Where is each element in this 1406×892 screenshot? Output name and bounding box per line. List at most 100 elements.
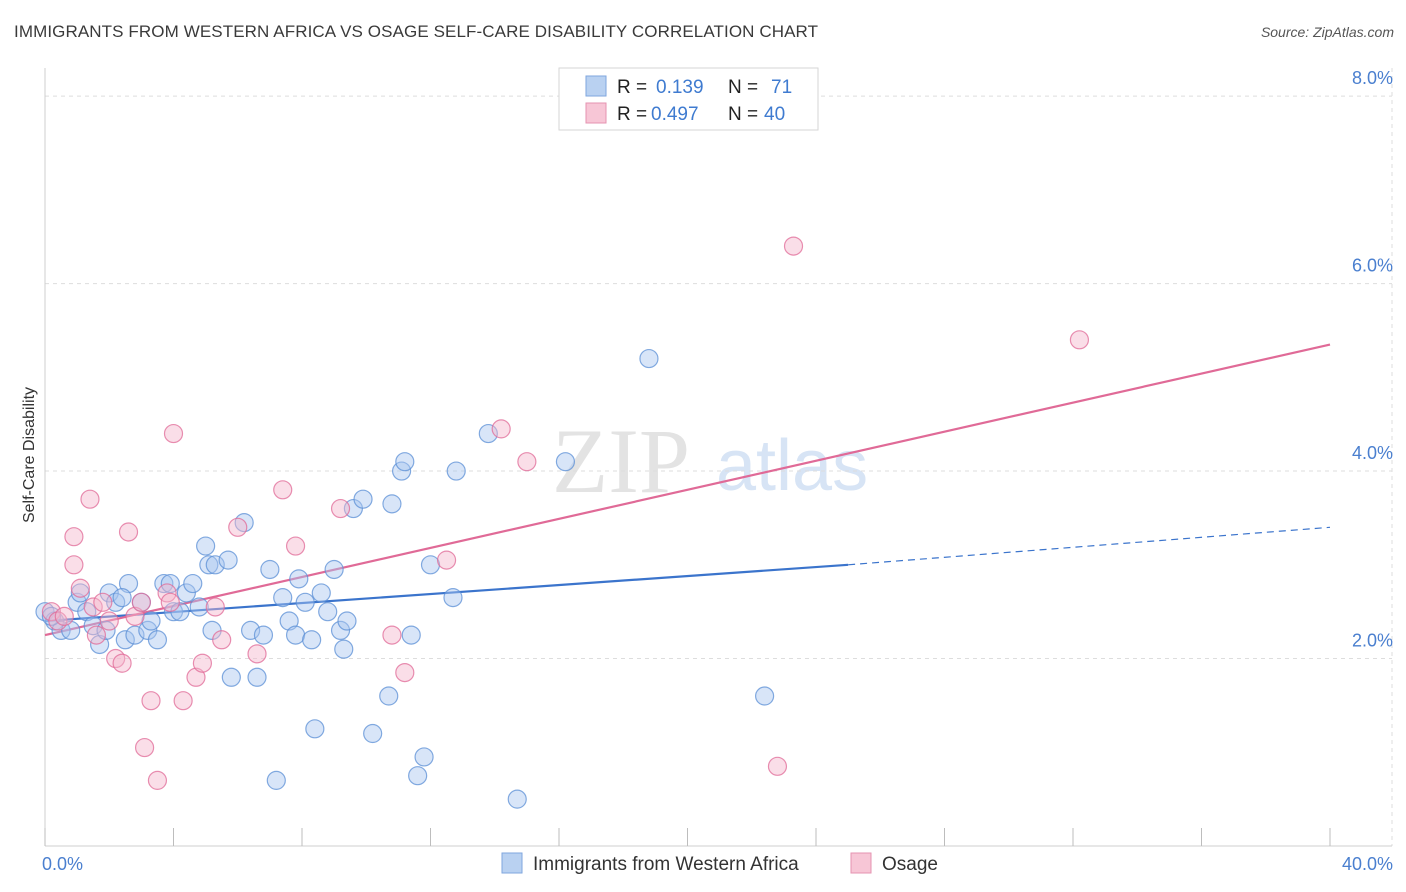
data-points (35, 236, 1090, 809)
point-blue-49 (337, 611, 357, 631)
point-pink-17 (141, 691, 161, 711)
point-blue-43 (305, 719, 325, 739)
point-blue-63 (478, 423, 498, 444)
point-blue-16 (141, 611, 161, 631)
point-blue-52 (363, 723, 383, 744)
point-pink-34 (436, 550, 457, 570)
point-pink-5 (70, 578, 90, 598)
point-pink-18 (147, 770, 168, 790)
point-blue-58 (408, 766, 428, 786)
point-pink-7 (83, 597, 103, 617)
point-blue-48 (334, 639, 354, 659)
point-pink-29 (273, 480, 293, 500)
point-pink-37 (767, 756, 788, 776)
point-blue-42 (302, 630, 322, 650)
point-blue-62 (446, 461, 466, 481)
legend-n-value-1: 71 (771, 77, 792, 98)
axes (44, 68, 1392, 847)
point-blue-35 (260, 559, 280, 580)
point-blue-34 (253, 625, 274, 645)
tick-labels: 2.0% 4.0% 6.0% 8.0% 0.0% 40.0% (42, 68, 1393, 874)
point-blue-17 (147, 630, 168, 650)
point-pink-30 (285, 536, 306, 556)
point-blue-12 (118, 573, 139, 594)
point-blue-57 (401, 625, 421, 645)
point-blue-56 (395, 452, 415, 472)
point-pink-16 (134, 737, 155, 758)
point-pink-3 (64, 555, 84, 575)
point-pink-27 (228, 517, 248, 537)
series-legend-label-pink: Osage (882, 854, 938, 875)
trend-line-blue-extension (848, 526, 1331, 566)
point-blue-53 (379, 686, 399, 706)
correlation-legend: R = 0.139 N = 71 R = 0.497 N = 40 (558, 67, 819, 131)
point-blue-33 (247, 667, 267, 687)
point-pink-39 (1069, 330, 1090, 350)
point-pink-31 (330, 498, 351, 519)
point-blue-67 (754, 686, 775, 706)
series-legend-label-blue: Immigrants from Western Africa (533, 854, 799, 875)
point-pink-10 (99, 611, 119, 631)
point-blue-25 (196, 536, 216, 556)
legend-swatch-pink (585, 102, 607, 124)
point-blue-3 (61, 620, 81, 641)
point-pink-9 (93, 592, 113, 612)
legend-r-label-1: R = (617, 77, 647, 98)
point-pink-21 (163, 423, 184, 444)
legend-r-label-2: R = (617, 104, 647, 125)
point-blue-46 (324, 559, 344, 580)
series-legend-swatch-pink (850, 852, 872, 874)
legend-r-value-2: 0.497 (651, 104, 699, 125)
source-label: Source: ZipAtlas.com (1260, 24, 1394, 40)
point-blue-30 (221, 667, 241, 687)
point-blue-38 (279, 611, 299, 631)
point-blue-39 (285, 625, 306, 645)
point-blue-11 (115, 630, 135, 650)
point-blue-36 (266, 770, 286, 790)
y-tick-label-1: 4.0% (1352, 443, 1393, 463)
point-pink-28 (247, 644, 267, 664)
point-blue-45 (318, 602, 338, 622)
y-tick-label-0: 2.0% (1352, 631, 1393, 651)
point-pink-8 (86, 625, 107, 645)
legend-n-label-2: N = (728, 104, 758, 125)
point-pink-32 (382, 625, 402, 645)
point-blue-22 (176, 583, 196, 603)
point-blue-26 (199, 555, 219, 575)
point-pink-26 (212, 630, 232, 650)
point-pink-23 (186, 667, 206, 687)
point-blue-23 (183, 573, 203, 594)
point-pink-4 (64, 527, 84, 547)
y-axis-label: Self-Care Disability (21, 387, 38, 523)
point-pink-6 (80, 489, 100, 509)
point-blue-41 (295, 592, 315, 612)
point-pink-36 (517, 452, 537, 472)
point-blue-37 (273, 588, 293, 608)
point-blue-32 (241, 620, 261, 641)
point-blue-47 (330, 620, 351, 641)
point-blue-9 (99, 583, 119, 603)
point-blue-51 (353, 489, 373, 509)
point-blue-5 (70, 583, 90, 603)
point-pink-35 (491, 419, 511, 439)
point-blue-59 (414, 747, 434, 767)
point-pink-15 (131, 592, 151, 612)
point-pink-0 (41, 602, 62, 622)
point-pink-38 (783, 236, 804, 256)
point-pink-25 (205, 597, 225, 617)
point-pink-33 (395, 662, 415, 683)
legend-n-label-1: N = (728, 77, 758, 98)
point-blue-65 (555, 452, 576, 472)
legend-n-value-2: 40 (764, 104, 785, 125)
legend-r-value-1: 0.139 (656, 77, 704, 98)
point-blue-54 (382, 494, 402, 514)
point-pink-24 (192, 653, 213, 673)
y-tick-label-2: 6.0% (1352, 256, 1393, 276)
chart-title: IMMIGRANTS FROM WESTERN AFRICA VS OSAGE … (14, 22, 819, 41)
point-blue-24 (189, 597, 209, 617)
trend-line-pink (44, 343, 1331, 637)
point-blue-64 (507, 789, 527, 809)
point-pink-20 (160, 592, 180, 612)
y-tick-label-3: 8.0% (1352, 68, 1393, 88)
